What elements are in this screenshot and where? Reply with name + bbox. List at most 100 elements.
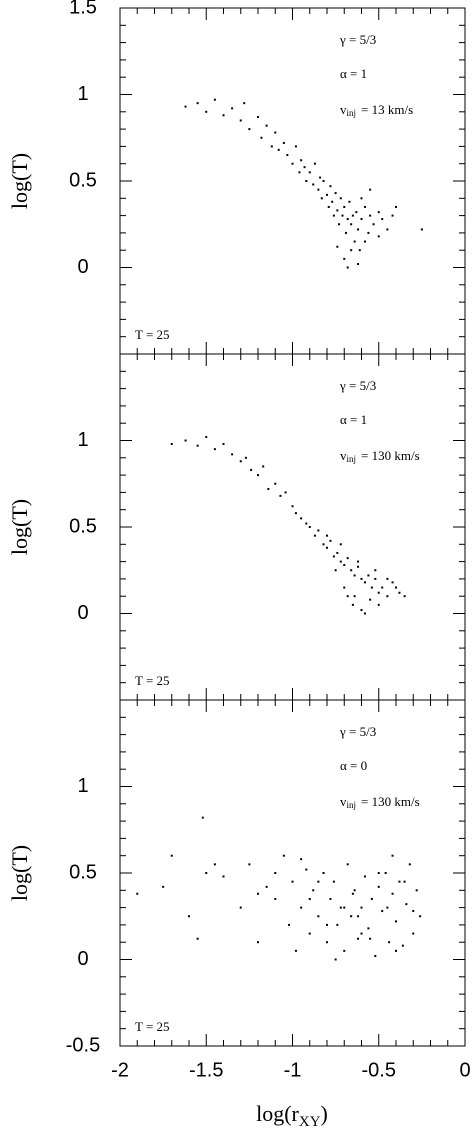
point — [291, 162, 294, 165]
point — [205, 872, 208, 874]
point — [353, 240, 356, 243]
point — [326, 193, 328, 196]
point — [360, 932, 363, 935]
point — [370, 586, 373, 589]
point — [386, 595, 389, 598]
point — [395, 205, 397, 208]
point — [184, 105, 187, 108]
point — [391, 854, 394, 857]
point — [358, 249, 361, 252]
point — [363, 205, 366, 208]
point — [360, 609, 363, 612]
point — [317, 915, 320, 918]
point — [288, 923, 291, 926]
plot-frame — [119, 699, 466, 1047]
y-tick-label: 1 — [77, 775, 88, 797]
annotation: γ = 5/3 — [339, 724, 376, 739]
point — [267, 487, 270, 490]
point — [415, 889, 418, 892]
annotation: α = 1 — [340, 412, 367, 427]
point — [284, 491, 287, 494]
point — [300, 159, 303, 162]
point — [231, 107, 234, 110]
point — [136, 892, 139, 895]
point — [369, 598, 372, 601]
y-axis-label: log(T) — [7, 153, 32, 209]
velocity-symbol: v — [340, 794, 347, 809]
point — [243, 102, 246, 105]
y-tick-label: 0.5 — [69, 169, 97, 191]
point — [344, 231, 347, 234]
point — [353, 889, 356, 892]
point — [326, 534, 328, 537]
y-tick-label: -0.5 — [66, 1034, 100, 1056]
point — [350, 915, 353, 918]
velocity-subscript: inj — [347, 454, 357, 464]
point — [372, 223, 375, 226]
point — [265, 885, 268, 888]
point — [294, 512, 297, 515]
point — [312, 889, 315, 892]
point — [377, 885, 380, 888]
point — [370, 897, 373, 900]
x-axis-label: log(rXY) — [256, 1101, 328, 1130]
point — [322, 872, 325, 874]
point — [222, 114, 225, 117]
y-tick-label: 1.5 — [69, 0, 97, 18]
point — [363, 875, 366, 878]
point — [377, 211, 380, 214]
x-label-text: log(r — [256, 1101, 299, 1126]
point — [357, 560, 360, 563]
y-axis-label: log(T) — [7, 845, 32, 901]
y-tick-label: 0 — [77, 602, 88, 624]
velocity-symbol: v — [340, 448, 347, 463]
corner-note: T = 25 — [135, 1019, 170, 1034]
point — [369, 937, 372, 940]
point — [332, 214, 335, 217]
point — [377, 603, 380, 606]
annotation: vinj = 130 km/s — [340, 794, 420, 810]
x-tick-label: -0.5 — [362, 1059, 396, 1081]
point — [384, 872, 387, 874]
point — [420, 228, 423, 231]
point — [419, 915, 422, 918]
annotation: α = 1 — [340, 66, 367, 81]
point — [213, 98, 216, 101]
point — [326, 546, 328, 549]
point — [357, 937, 360, 940]
point — [334, 958, 337, 961]
point — [374, 577, 377, 580]
point — [348, 200, 351, 203]
point — [363, 581, 366, 584]
point — [279, 494, 282, 497]
point — [305, 868, 308, 871]
point — [355, 211, 358, 214]
velocity-symbol: v — [340, 102, 347, 117]
point — [170, 854, 173, 857]
point — [322, 543, 325, 546]
point — [286, 154, 289, 157]
point — [360, 906, 363, 909]
point — [377, 591, 380, 594]
point — [381, 910, 384, 913]
point — [317, 188, 320, 191]
annotation: γ = 5/3 — [339, 32, 376, 47]
point — [360, 577, 363, 580]
point — [395, 586, 397, 589]
point — [350, 569, 353, 572]
point — [222, 442, 225, 445]
velocity-subscript: inj — [347, 108, 357, 118]
point — [274, 482, 277, 485]
point — [298, 171, 301, 174]
point — [351, 892, 354, 895]
point — [346, 595, 349, 598]
point — [188, 915, 190, 918]
point — [205, 110, 208, 113]
point — [257, 892, 259, 895]
point — [250, 468, 253, 471]
point — [339, 543, 342, 546]
x-tick-label: 0 — [459, 1059, 470, 1081]
y-tick-label: 0.5 — [69, 861, 97, 883]
point — [257, 115, 259, 118]
